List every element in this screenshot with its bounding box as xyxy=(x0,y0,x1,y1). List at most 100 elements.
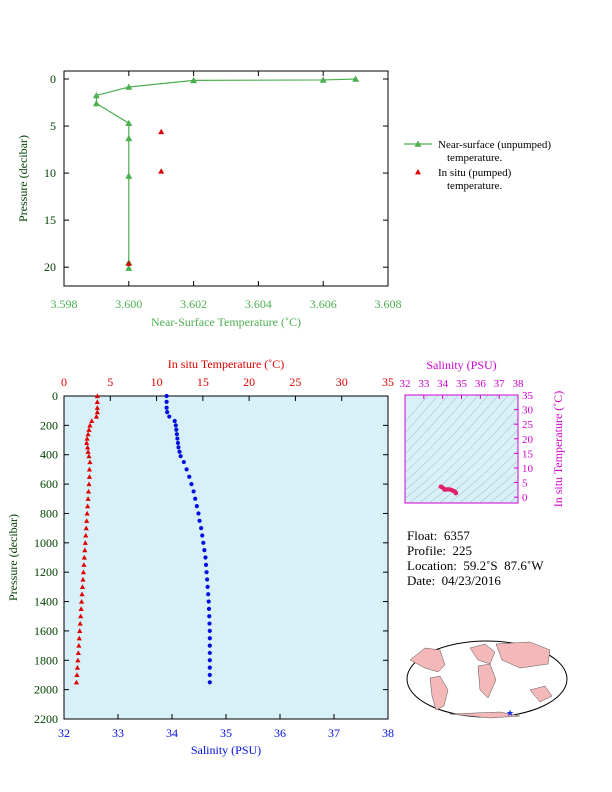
map-landmass xyxy=(469,643,496,665)
salinity-point xyxy=(164,405,169,410)
location: Location: 59.2˚S 87.6˚W xyxy=(407,558,544,573)
pumped-point xyxy=(158,128,165,135)
salinity-point xyxy=(207,672,212,678)
unpumped-point xyxy=(125,264,133,271)
density-contour xyxy=(405,395,459,454)
salinity-point xyxy=(200,533,205,538)
density-contour xyxy=(428,418,518,503)
unpumped-point xyxy=(92,99,100,107)
legend-pumped-marker xyxy=(415,169,421,175)
salinity-point xyxy=(189,481,194,487)
legend-pumped-label: In situ (pumped) xyxy=(438,167,512,179)
salinity-point xyxy=(174,432,179,437)
profile-y-tick-label: 1200 xyxy=(34,565,58,579)
temperature-point xyxy=(77,628,83,633)
salinity-axis-label: Salinity (PSU) xyxy=(191,743,261,757)
top-plot-frame xyxy=(63,70,389,287)
top-x-tick-label: 3.602 xyxy=(180,297,207,311)
temperature-point xyxy=(78,598,85,604)
profile-y-tick-label: 0 xyxy=(52,389,58,403)
ts-y-tick-label: 20 xyxy=(522,434,534,446)
salinity-point xyxy=(174,427,179,432)
salinity-point xyxy=(196,511,201,516)
temperature-point xyxy=(87,459,93,465)
profile-y-tick-label: 200 xyxy=(40,418,58,432)
legend-pumped-label-2: temperature. xyxy=(447,180,503,192)
float-info: Float: 6357 Profile: 225 Location: 59.2˚… xyxy=(407,528,543,588)
salinity-point xyxy=(178,454,183,459)
unpumped-point xyxy=(125,134,133,142)
profile-y-tick-label: 1400 xyxy=(34,595,58,609)
unpumped-point xyxy=(92,91,100,99)
salinity-point xyxy=(172,418,177,424)
temperature-point xyxy=(78,613,84,619)
salinity-point xyxy=(194,504,199,509)
salinity-axis-tick-label: 34 xyxy=(166,726,178,740)
temperature-point xyxy=(85,449,91,454)
salinity-point xyxy=(204,570,209,575)
density-contour xyxy=(405,395,489,483)
salinity-axis-tick-label: 36 xyxy=(274,726,286,740)
ts-x-tick-label: 35 xyxy=(456,378,468,390)
salinity-axis-tick-label: 38 xyxy=(382,726,394,740)
temperature-point xyxy=(75,650,81,656)
density-contour xyxy=(488,478,518,503)
top-y-axis-label: Pressure (decibar) xyxy=(16,135,30,222)
top-x-tick-label: 3.608 xyxy=(375,297,402,311)
salinity-point xyxy=(203,562,209,567)
temp-axis-tick-label: 25 xyxy=(289,375,301,389)
top-y-tick-label: 0 xyxy=(50,72,56,86)
salinity-point xyxy=(202,548,207,553)
density-contour xyxy=(408,395,518,503)
profile-y-tick-label: 2000 xyxy=(34,683,58,697)
salinity-point xyxy=(206,606,212,611)
temp-axis-tick-label: 10 xyxy=(151,375,163,389)
density-contour xyxy=(458,450,518,503)
salinity-point xyxy=(205,584,210,589)
temperature-point xyxy=(84,518,90,523)
ts-y-tick-label: 25 xyxy=(522,419,534,431)
temperature-point xyxy=(79,584,86,589)
density-contour xyxy=(405,395,499,491)
ts-diagram: 32 33 34 35 36 37 38 Salinity (PSU) 0 5 10 15 20 25 30… xyxy=(400,358,566,507)
profile-y-tick-label: 1800 xyxy=(34,653,58,667)
profile-number: Profile: 225 xyxy=(407,543,472,558)
profile-y-tick-label: 600 xyxy=(40,477,58,491)
temperature-point xyxy=(81,562,87,567)
temperature-point xyxy=(79,591,85,597)
density-contour xyxy=(438,429,518,503)
world-map: ★ xyxy=(406,640,568,719)
profile-plot-area xyxy=(63,395,389,720)
ts-y-tick-label: 10 xyxy=(522,463,534,475)
temperature-point xyxy=(84,510,90,516)
temperature-point xyxy=(84,435,90,441)
temperature-point xyxy=(82,540,88,545)
salinity-axis-tick-label: 32 xyxy=(58,726,70,740)
temperature-point xyxy=(86,474,93,479)
map-landmass xyxy=(409,647,446,673)
salinity-point xyxy=(167,414,172,419)
ts-x-tick-label: 32 xyxy=(400,378,411,390)
ts-x-tick-label: 36 xyxy=(475,378,487,390)
density-contour xyxy=(418,406,518,503)
ts-x-tick-label: 38 xyxy=(513,378,525,390)
legend-unpumped-label: Near-surface (unpumped) xyxy=(438,139,551,151)
temp-axis-tick-label: 20 xyxy=(243,375,255,389)
salinity-point xyxy=(165,410,170,415)
salinity-point xyxy=(207,650,212,656)
temperature-point xyxy=(94,399,100,404)
salinity-point xyxy=(187,474,192,479)
top-x-tick-label: 3.598 xyxy=(51,297,78,311)
top-x-axis-label: Near-Surface Temperature (˚C) xyxy=(151,315,301,329)
top-x-tick-label: 3.600 xyxy=(115,297,142,311)
temperature-point xyxy=(84,440,90,446)
salinity-point xyxy=(199,526,204,531)
density-contour xyxy=(405,395,429,423)
density-contour xyxy=(498,487,518,503)
ts-x-tick-label: 34 xyxy=(437,378,449,390)
density-contour xyxy=(405,395,479,474)
near-surface-chart: 3.598 3.600 3.602 3.604 3.606 3.608 0 5 10 15 20 Ne… xyxy=(16,70,551,329)
legend-unpumped-label-2: temperature. xyxy=(447,152,503,164)
temp-axis-tick-label: 30 xyxy=(336,375,348,389)
temperature-point xyxy=(86,481,92,487)
